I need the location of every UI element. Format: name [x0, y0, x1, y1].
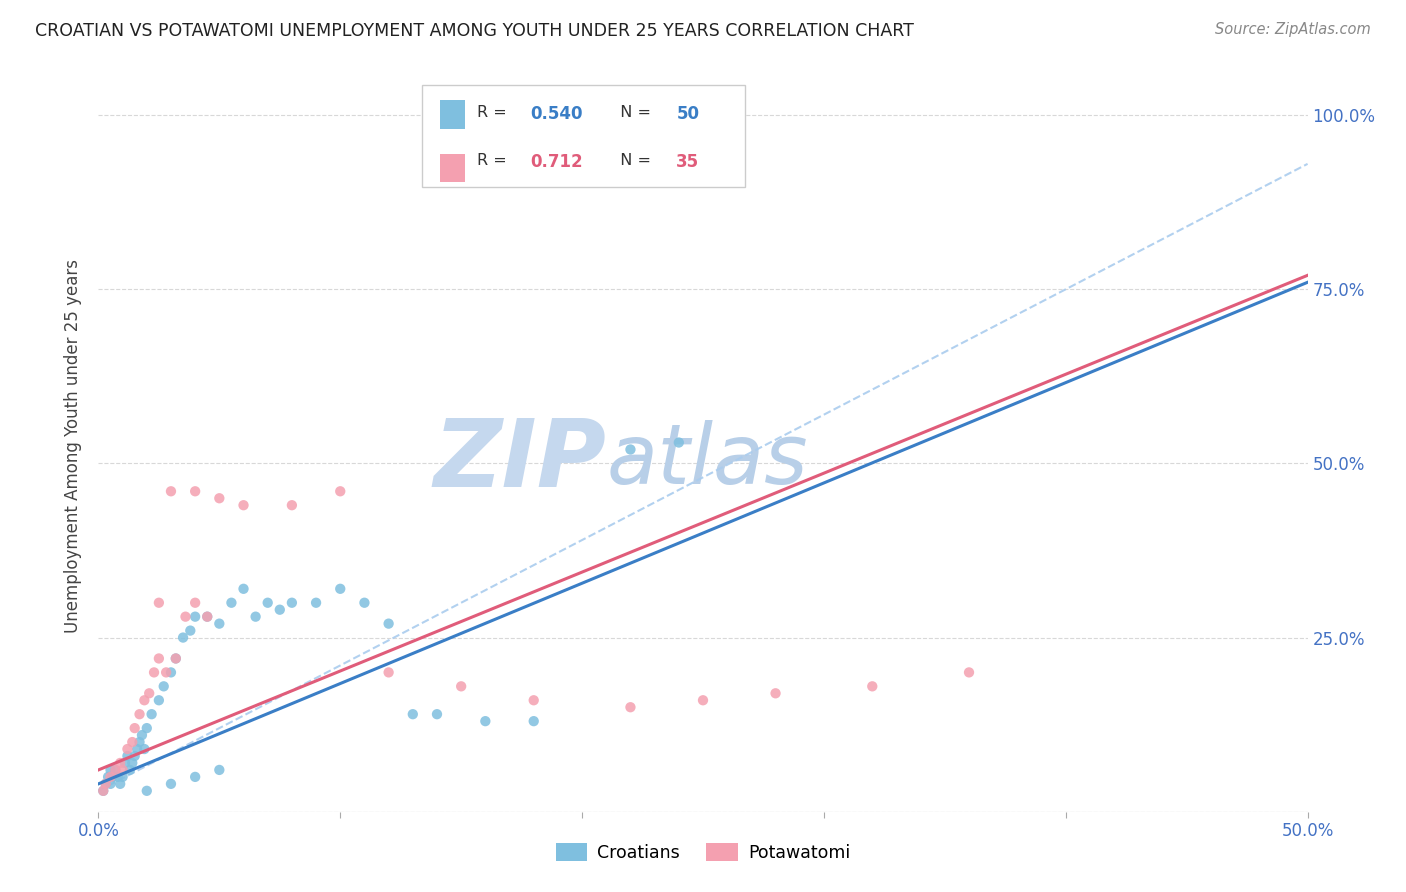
Point — [165, 651, 187, 665]
Point — [208, 491, 231, 506]
Text: ZIP: ZIP — [433, 415, 606, 507]
Point — [208, 763, 231, 777]
Point — [281, 596, 304, 610]
Point — [101, 770, 124, 784]
Point — [148, 596, 170, 610]
Point — [165, 651, 187, 665]
Point — [104, 763, 127, 777]
Text: 0.540: 0.540 — [530, 105, 582, 123]
Point — [195, 609, 218, 624]
Point — [619, 442, 641, 457]
Point — [692, 693, 714, 707]
Point — [353, 596, 375, 610]
Point — [111, 763, 134, 777]
Text: CROATIAN VS POTAWATOMI UNEMPLOYMENT AMONG YOUTH UNDER 25 YEARS CORRELATION CHART: CROATIAN VS POTAWATOMI UNEMPLOYMENT AMON… — [35, 22, 914, 40]
Point — [619, 700, 641, 714]
Point — [91, 784, 114, 798]
Point — [765, 686, 787, 700]
Point — [117, 742, 139, 756]
Point — [127, 742, 149, 756]
Point — [148, 693, 170, 707]
Point — [160, 665, 183, 680]
Point — [141, 707, 163, 722]
Point — [232, 498, 254, 512]
Point — [100, 770, 122, 784]
Point — [305, 596, 328, 610]
Point — [160, 777, 183, 791]
Point — [160, 484, 183, 499]
Point — [281, 498, 304, 512]
Point — [135, 721, 157, 735]
Text: Source: ZipAtlas.com: Source: ZipAtlas.com — [1215, 22, 1371, 37]
Point — [135, 784, 157, 798]
Point — [94, 777, 117, 791]
Text: R =: R = — [477, 153, 512, 168]
Point — [668, 435, 690, 450]
Y-axis label: Unemployment Among Youth under 25 years: Unemployment Among Youth under 25 years — [65, 259, 83, 633]
Text: N =: N = — [610, 105, 657, 120]
Point — [121, 756, 143, 770]
Point — [232, 582, 254, 596]
Point — [143, 665, 166, 680]
Point — [174, 609, 197, 624]
Point — [195, 609, 218, 624]
Point — [179, 624, 201, 638]
Point — [108, 756, 131, 770]
Point — [172, 631, 194, 645]
Point — [138, 686, 160, 700]
Point — [957, 665, 980, 680]
Text: atlas: atlas — [606, 420, 808, 501]
Point — [329, 484, 352, 499]
Point — [121, 735, 143, 749]
Point — [184, 484, 207, 499]
Point — [208, 616, 231, 631]
Point — [221, 596, 243, 610]
Point — [97, 770, 120, 784]
Point — [474, 714, 496, 728]
Point — [124, 749, 146, 764]
Point — [256, 596, 278, 610]
Text: 0.712: 0.712 — [530, 153, 582, 170]
Point — [426, 707, 449, 722]
Text: N =: N = — [610, 153, 657, 168]
Point — [377, 616, 399, 631]
Point — [523, 693, 546, 707]
Text: 35: 35 — [676, 153, 699, 170]
Point — [108, 777, 131, 791]
Point — [111, 770, 134, 784]
Point — [402, 707, 425, 722]
Point — [104, 763, 127, 777]
Point — [100, 777, 122, 791]
Point — [128, 707, 150, 722]
Text: R =: R = — [477, 105, 512, 120]
Point — [860, 679, 883, 693]
Point — [269, 603, 291, 617]
Point — [329, 582, 352, 596]
Point — [184, 609, 207, 624]
Point — [155, 665, 177, 680]
Point — [107, 770, 129, 784]
Point — [124, 721, 146, 735]
Point — [131, 728, 153, 742]
Point — [523, 714, 546, 728]
Legend: Croatians, Potawatomi: Croatians, Potawatomi — [548, 836, 858, 869]
Point — [134, 693, 156, 707]
Point — [450, 679, 472, 693]
Point — [91, 784, 114, 798]
Point — [152, 679, 174, 693]
Point — [184, 770, 207, 784]
Point — [148, 651, 170, 665]
Point — [184, 596, 207, 610]
Point — [100, 763, 122, 777]
Point — [377, 665, 399, 680]
Point — [114, 756, 136, 770]
Text: 50: 50 — [676, 105, 699, 123]
Point — [118, 763, 141, 777]
Point — [94, 777, 117, 791]
Point — [128, 735, 150, 749]
Point — [134, 742, 156, 756]
Point — [245, 609, 267, 624]
Point — [117, 749, 139, 764]
